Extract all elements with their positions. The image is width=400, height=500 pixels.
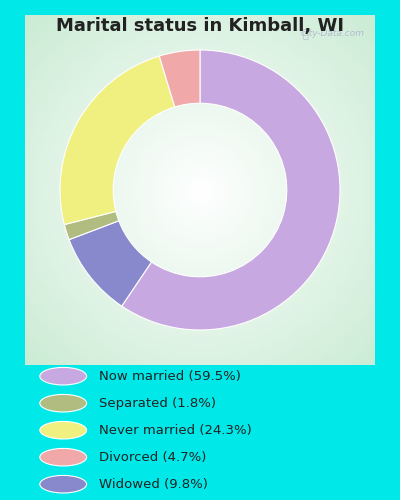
Text: Widowed (9.8%): Widowed (9.8%) (99, 478, 208, 490)
Wedge shape (159, 50, 200, 107)
Text: Now married (59.5%): Now married (59.5%) (99, 370, 241, 382)
Circle shape (40, 394, 86, 412)
Text: Marital status in Kimball, WI: Marital status in Kimball, WI (56, 18, 344, 36)
Text: ⓘ: ⓘ (303, 29, 308, 39)
Wedge shape (60, 56, 175, 224)
Text: Separated (1.8%): Separated (1.8%) (99, 396, 216, 409)
Bar (25, 15, 375, 365)
Circle shape (40, 368, 86, 385)
Wedge shape (122, 50, 340, 330)
Circle shape (40, 476, 86, 493)
Text: Divorced (4.7%): Divorced (4.7%) (99, 450, 206, 464)
Wedge shape (69, 221, 152, 306)
Text: Never married (24.3%): Never married (24.3%) (99, 424, 252, 436)
Wedge shape (64, 212, 119, 240)
Circle shape (40, 448, 86, 466)
Text: City-Data.com: City-Data.com (300, 29, 364, 38)
Circle shape (40, 422, 86, 439)
